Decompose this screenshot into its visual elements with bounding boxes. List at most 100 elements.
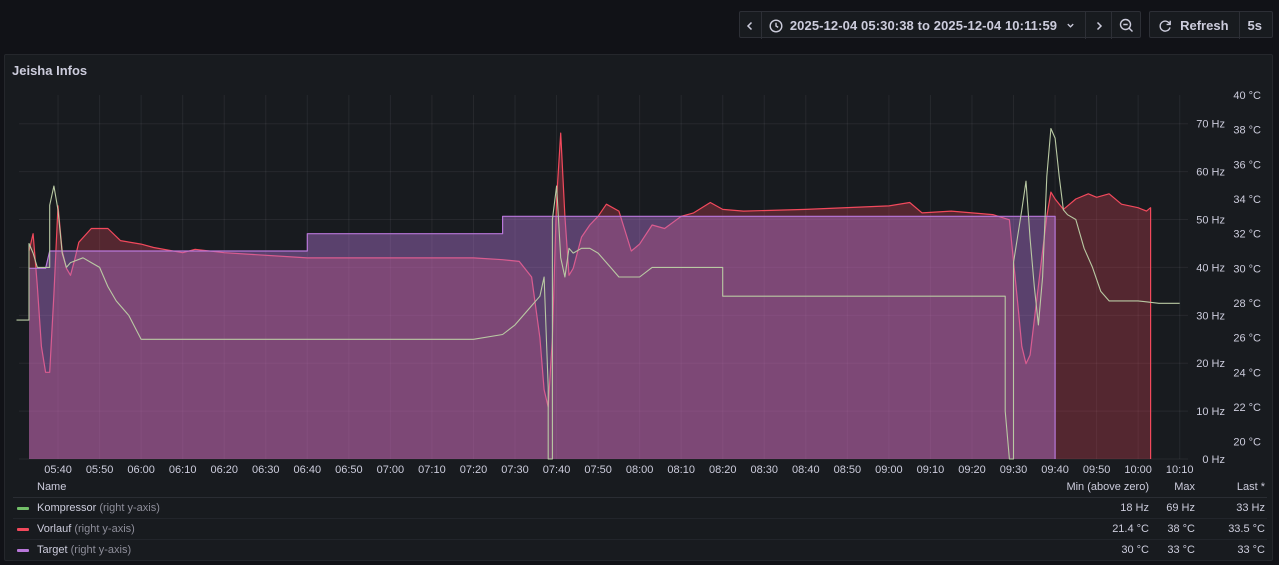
chevron-down-icon: [1067, 23, 1074, 28]
x-tick-label: 06:10: [169, 464, 197, 475]
time-range-group: 2025-12-04 05:30:38 to 2025-12-04 10:11:…: [738, 11, 1142, 39]
hz-tick-label: 40 Hz: [1196, 262, 1225, 274]
legend-series-name: Vorlauf: [37, 523, 72, 535]
x-tick-label: 05:40: [44, 464, 72, 475]
legend-min-value: 30 °C: [1121, 544, 1149, 556]
legend-row-target[interactable]: Target (right y-axis) 30 °C 33 °C 33 °C: [13, 540, 1267, 561]
temp-tick-label: 30 °C: [1233, 263, 1261, 275]
zoom-out-button[interactable]: [1112, 12, 1140, 39]
x-tick-label: 05:50: [86, 464, 114, 475]
temp-tick-label: 34 °C: [1233, 194, 1261, 206]
legend-max-value: 69 Hz: [1166, 502, 1195, 514]
legend-header-name[interactable]: Name: [37, 481, 67, 493]
x-tick-label: 06:20: [210, 464, 238, 475]
temp-tick-label: 20 °C: [1233, 437, 1261, 449]
x-tick-label: 07:50: [584, 464, 612, 475]
x-tick-label: 07:00: [377, 464, 405, 475]
x-tick-label: 07:10: [418, 464, 446, 475]
legend-header: Name Min (above zero) Max Last *: [13, 477, 1267, 498]
temp-tick-label: 40 °C: [1233, 90, 1261, 102]
x-tick-label: 09:00: [875, 464, 903, 475]
x-tick-label: 09:20: [958, 464, 986, 475]
temp-tick-label: 24 °C: [1233, 367, 1261, 379]
x-tick-label: 06:40: [294, 464, 322, 475]
legend-header-min[interactable]: Min (above zero): [1066, 481, 1149, 493]
series-swatch: [17, 528, 29, 531]
series-area-vorlauf: [29, 133, 1151, 459]
temp-tick-label: 26 °C: [1233, 333, 1261, 345]
x-tick-label: 08:00: [626, 464, 654, 475]
chart-panel: Jeisha Infos 05:40 05:50 06:00 06:10 06:20 06…: [4, 54, 1273, 561]
x-tick-label: 06:00: [127, 464, 155, 475]
panel-title: Jeisha Infos: [12, 63, 88, 78]
legend-min-value: 21.4 °C: [1112, 523, 1149, 535]
legend-series-axis: (right y-axis): [99, 502, 160, 514]
legend-last-value: 33 Hz: [1236, 502, 1265, 514]
series-area-target: [29, 216, 1056, 459]
legend-last-value: 33.5 °C: [1228, 523, 1265, 535]
clock-icon: [769, 18, 783, 33]
time-series-chart[interactable]: 05:40 05:50 06:00 06:10 06:20 06:30 06:40 06:50…: [5, 55, 1272, 475]
legend-series-name: Target: [37, 544, 68, 556]
refresh-button[interactable]: Refresh: [1150, 12, 1240, 39]
x-tick-label: 09:50: [1083, 464, 1111, 475]
legend-max-value: 38 °C: [1167, 523, 1195, 535]
x-tick-label: 07:40: [543, 464, 571, 475]
legend-row-vorlauf[interactable]: Vorlauf (right y-axis) 21.4 °C 38 °C 33.…: [13, 519, 1267, 540]
x-tick-label: 08:20: [709, 464, 737, 475]
refresh-interval-picker[interactable]: 5s: [1240, 12, 1272, 39]
legend-header-max[interactable]: Max: [1174, 481, 1195, 493]
refresh-label: Refresh: [1180, 18, 1229, 33]
temp-tick-label: 28 °C: [1233, 298, 1261, 310]
refresh-icon: [1159, 19, 1172, 32]
temp-tick-label: 38 °C: [1233, 125, 1261, 137]
x-tick-label: 06:50: [335, 464, 363, 475]
legend-row-kompressor[interactable]: Kompressor (right y-axis) 18 Hz 69 Hz 33…: [13, 498, 1267, 519]
temp-tick-label: 22 °C: [1233, 402, 1261, 414]
hz-tick-label: 10 Hz: [1196, 406, 1225, 418]
x-tick-label: 09:30: [1000, 464, 1028, 475]
x-tick-label: 08:50: [834, 464, 862, 475]
hz-tick-label: 0 Hz: [1202, 454, 1225, 466]
series-line-kompressor: [16, 127, 1180, 460]
time-shift-forward-button[interactable]: [1086, 12, 1113, 39]
legend-header-last[interactable]: Last *: [1236, 481, 1265, 493]
legend-max-value: 33 °C: [1167, 544, 1195, 556]
time-toolbar: 2025-12-04 05:30:38 to 2025-12-04 10:11:…: [738, 11, 1273, 39]
hz-tick-label: 50 Hz: [1196, 215, 1225, 227]
x-tick-label: 06:30: [252, 464, 280, 475]
hz-tick-label: 70 Hz: [1196, 119, 1225, 131]
x-tick-label: 08:40: [792, 464, 820, 475]
x-tick-label: 07:30: [501, 464, 529, 475]
x-tick-label: 09:10: [917, 464, 945, 475]
time-range-text: 2025-12-04 05:30:38 to 2025-12-04 10:11:…: [789, 18, 1058, 33]
refresh-interval-value: 5s: [1247, 18, 1262, 33]
legend-table: Name Min (above zero) Max Last * Kompres…: [13, 477, 1267, 561]
chevron-right-icon: [1096, 21, 1102, 30]
legend-last-value: 33 °C: [1237, 544, 1265, 556]
refresh-group: Refresh 5s: [1149, 11, 1273, 39]
x-tick-label: 09:40: [1041, 464, 1069, 475]
hz-tick-label: 60 Hz: [1196, 167, 1225, 179]
series-swatch: [17, 549, 29, 552]
x-tick-label: 10:10: [1166, 464, 1194, 475]
legend-min-value: 18 Hz: [1120, 502, 1149, 514]
zoom-out-icon: [1119, 18, 1133, 32]
time-shift-back-button[interactable]: [740, 12, 762, 39]
x-tick-label: 07:20: [460, 464, 488, 475]
legend-series-name: Kompressor: [37, 502, 97, 514]
x-tick-label: 10:00: [1124, 464, 1152, 475]
hz-tick-label: 20 Hz: [1196, 358, 1225, 370]
chevron-left-icon: [747, 21, 753, 30]
series-swatch: [17, 507, 29, 510]
x-tick-label: 08:30: [751, 464, 779, 475]
series-line-vorlauf: [28, 132, 1152, 459]
temp-tick-label: 36 °C: [1233, 159, 1261, 171]
hz-tick-label: 30 Hz: [1196, 310, 1225, 322]
temp-tick-label: 32 °C: [1233, 229, 1261, 241]
x-tick-label: 08:10: [667, 464, 695, 475]
legend-series-axis: (right y-axis): [74, 523, 135, 535]
series-line-target: [29, 215, 1056, 459]
time-range-picker[interactable]: 2025-12-04 05:30:38 to 2025-12-04 10:11:…: [762, 12, 1087, 39]
legend-series-axis: (right y-axis): [70, 544, 132, 556]
